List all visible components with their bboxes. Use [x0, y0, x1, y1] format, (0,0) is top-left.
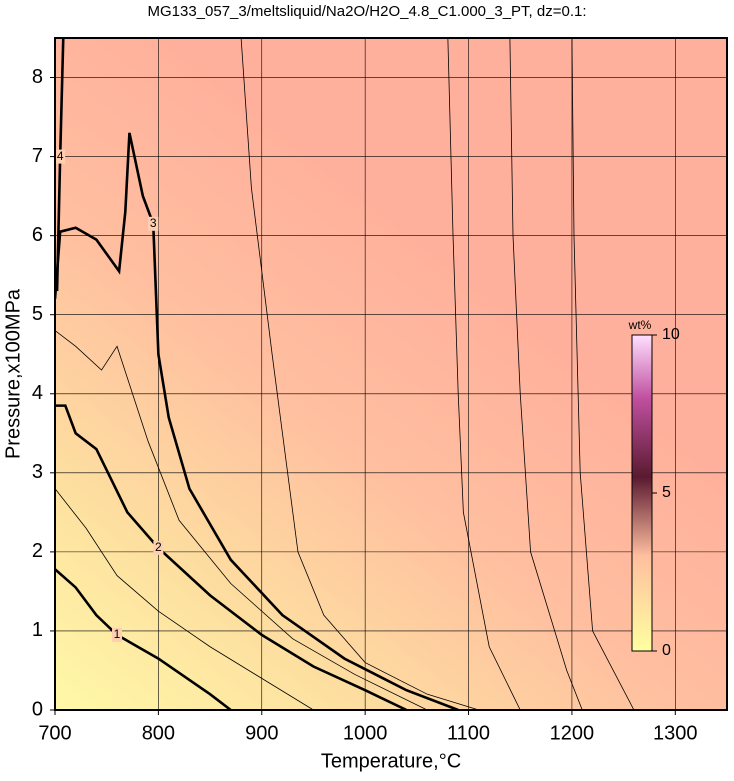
contour-line — [571, 38, 635, 710]
contour-line — [240, 38, 479, 710]
y-tick-label: 5 — [32, 303, 43, 325]
contour-label: 1 — [114, 627, 121, 641]
y-tick-label: 4 — [32, 382, 43, 404]
x-tick-label: 1000 — [343, 722, 388, 744]
contour-line — [55, 330, 428, 710]
colorbar-tick-label: 10 — [662, 326, 680, 343]
y-tick-label: 7 — [32, 145, 43, 167]
colorbar — [631, 334, 653, 652]
y-tick-label: 2 — [32, 540, 43, 562]
x-tick-label: 1100 — [447, 722, 490, 744]
y-tick-label: 8 — [32, 66, 43, 88]
contour-line — [55, 404, 408, 710]
contour-line — [55, 488, 314, 710]
contour-label-bg — [153, 540, 164, 555]
colorbar-tick-label: 0 — [662, 642, 671, 659]
y-tick-label: 3 — [32, 461, 43, 483]
contour-label: 3 — [150, 216, 157, 230]
contour-line — [509, 38, 583, 710]
x-tick-label: 1200 — [550, 722, 595, 744]
contour-label: 2 — [155, 540, 162, 554]
x-axis-label: Temperature,°C — [321, 750, 461, 772]
x-tick-label: 700 — [38, 722, 71, 744]
contours: 1 2 3 4 — [55, 38, 635, 710]
x-tick-label: 800 — [142, 722, 175, 744]
chart-title: MG133_057_3/meltsliquid/Na2O/H2O_4.8_C1.… — [147, 3, 586, 20]
y-tick-label: 0 — [32, 698, 43, 720]
y-axis-label: Pressure,x100MPa — [2, 288, 24, 459]
contour-line — [447, 38, 521, 710]
contour-label-bg — [148, 216, 159, 231]
colorbar-label: wt% — [628, 318, 652, 332]
y-tick-label: 1 — [32, 619, 43, 641]
plot-background — [55, 38, 727, 710]
x-tick-label: 1300 — [653, 722, 698, 744]
contour-label-bg — [55, 149, 66, 164]
x-tick-label: 900 — [245, 722, 278, 744]
colorbar-tick-label: 5 — [662, 484, 671, 501]
contour-label: 4 — [57, 149, 64, 163]
y-tick-label: 6 — [32, 224, 43, 246]
plot-frame — [54, 37, 728, 711]
contour-label-bg — [112, 627, 123, 642]
